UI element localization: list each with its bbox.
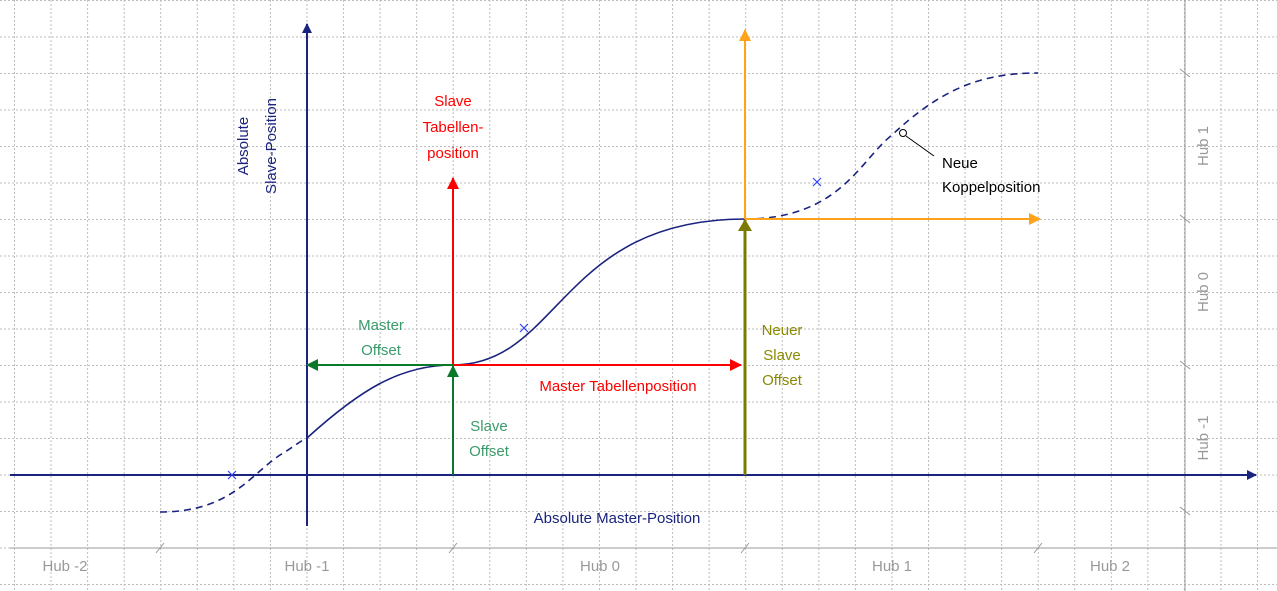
label: Neue bbox=[942, 155, 978, 172]
label: Slave bbox=[470, 418, 508, 435]
hub-label: Hub -1 bbox=[284, 558, 329, 575]
cross-markers bbox=[227, 177, 822, 480]
slave-axis-label: Slave-Position bbox=[263, 98, 280, 194]
hub-label: Hub 0 bbox=[1195, 272, 1212, 312]
label: Tabellen- bbox=[423, 119, 484, 136]
label: Master bbox=[358, 317, 404, 334]
label: Slave bbox=[434, 93, 472, 110]
hub-label: Hub -1 bbox=[1195, 415, 1212, 460]
leader-line bbox=[905, 135, 935, 157]
label: Offset bbox=[762, 372, 803, 389]
curve bbox=[306, 218, 746, 439]
hub-label: Hub 1 bbox=[1195, 126, 1212, 166]
label: Offset bbox=[361, 342, 402, 359]
master-axis-label: Absolute Master-Position bbox=[534, 510, 701, 527]
curve-dashed bbox=[159, 437, 308, 513]
label: Offset bbox=[469, 443, 510, 460]
label: Neuer bbox=[762, 322, 803, 339]
label: Master Tabellenposition bbox=[539, 378, 696, 395]
hub-label: Hub 1 bbox=[872, 558, 912, 575]
hub-label: Hub 0 bbox=[580, 558, 620, 575]
label: position bbox=[427, 145, 479, 162]
hub-label: Hub 2 bbox=[1090, 558, 1130, 575]
slave-axis-label: Absolute bbox=[235, 117, 252, 175]
label: Koppelposition bbox=[942, 179, 1040, 196]
label: Slave bbox=[763, 347, 801, 364]
coupling-point bbox=[899, 129, 907, 137]
hub-label: Hub -2 bbox=[42, 558, 87, 575]
hub-ticks bbox=[155, 68, 1191, 554]
